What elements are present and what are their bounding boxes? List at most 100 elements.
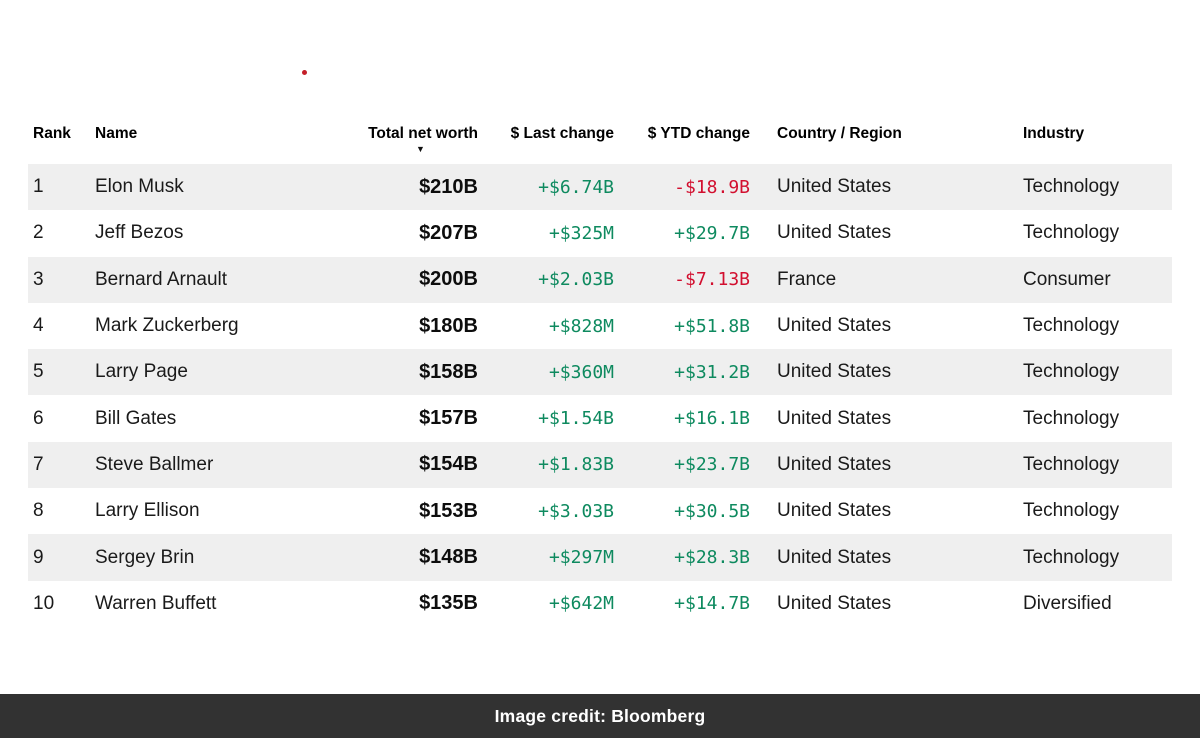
cell-net_worth: $148B <box>419 546 478 569</box>
column-header-country[interactable]: Country / Region <box>750 122 1023 164</box>
cell-net_worth: $207B <box>419 221 478 244</box>
cell-ytd_change: +$28.3B <box>674 547 750 569</box>
cell-industry: Technology <box>1023 315 1120 337</box>
column-header-last_change[interactable]: $ Last change <box>478 122 614 164</box>
cell-net_worth: $154B <box>419 453 478 476</box>
cell-ytd_change: +$31.2B <box>674 361 750 383</box>
cell-country: France <box>777 268 837 290</box>
table-row[interactable]: 4 Mark Zuckerberg $180B +$828M +$51.8B United… <box>28 302 1172 350</box>
table-row[interactable]: 8 Larry Ellison $153B +$3.03B +$30.5B United … <box>28 488 1172 535</box>
cell-rank: 7 <box>33 453 44 475</box>
cell-name: Larry Ellison <box>95 500 200 522</box>
cell-country: United States <box>777 500 892 522</box>
cell-ytd_change: +$29.7B <box>674 222 750 244</box>
column-header-rank[interactable]: Rank <box>28 122 95 164</box>
table-row[interactable]: 7 Steve Ballmer $154B +$1.83B +$23.7B United … <box>28 441 1172 489</box>
cell-ytd_change: +$23.7B <box>674 454 750 476</box>
column-header-name[interactable]: Name <box>95 122 363 164</box>
cell-rank: 8 <box>33 500 44 522</box>
cell-rank: 2 <box>33 222 44 244</box>
cell-name: Elon Musk <box>95 176 184 198</box>
cell-rank: 1 <box>33 176 44 198</box>
column-header-net_worth[interactable]: Total net worth ▼ <box>363 122 478 164</box>
table-row[interactable]: 2 Jeff Bezos $207B +$325M +$29.7B United Stat… <box>28 210 1172 257</box>
billionaires-table: Rank Name Total net worth ▼ $ Last change $ Y… <box>28 122 1172 627</box>
cell-name: Steve Ballmer <box>95 453 214 475</box>
column-header-label: $ Last change <box>510 125 614 142</box>
column-header-label: Country / Region <box>777 125 902 142</box>
cell-name: Bill Gates <box>95 407 177 429</box>
cell-rank: 9 <box>33 546 44 568</box>
cell-net_worth: $157B <box>419 407 478 430</box>
cell-ytd_change: +$14.7B <box>674 593 750 615</box>
cell-industry: Technology <box>1023 407 1120 429</box>
cell-last_change: +$1.83B <box>538 454 614 476</box>
cell-name: Jeff Bezos <box>95 222 184 244</box>
cell-rank: 5 <box>33 361 44 383</box>
table-header-row: Rank Name Total net worth ▼ $ Last change $ Y… <box>28 122 1172 164</box>
cell-country: United States <box>777 176 892 198</box>
cell-name: Sergey Brin <box>95 546 195 568</box>
cell-name: Bernard Arnault <box>95 268 228 290</box>
cell-net_worth: $158B <box>419 360 478 383</box>
cell-industry: Technology <box>1023 500 1120 522</box>
cell-country: United States <box>777 361 892 383</box>
cell-rank: 10 <box>33 592 55 614</box>
table-row[interactable]: 10 Warren Buffett $135B +$642M +$14.7B United… <box>28 580 1172 627</box>
cell-last_change: +$2.03B <box>538 269 614 291</box>
cell-industry: Technology <box>1023 453 1120 475</box>
cell-industry: Technology <box>1023 546 1120 568</box>
red-dot <box>302 70 307 75</box>
sort-descending-icon: ▼ <box>416 144 425 154</box>
cell-rank: 4 <box>33 315 44 337</box>
cell-industry: Technology <box>1023 176 1120 198</box>
cell-country: United States <box>777 222 892 244</box>
cell-country: United States <box>777 453 892 475</box>
cell-industry: Consumer <box>1023 268 1111 290</box>
cell-last_change: +$297M <box>548 547 614 569</box>
cell-last_change: +$1.54B <box>538 408 614 430</box>
cell-net_worth: $200B <box>419 268 478 291</box>
cell-net_worth: $180B <box>419 314 478 337</box>
cell-last_change: +$642M <box>548 593 614 615</box>
column-header-label: $ YTD change <box>647 125 750 142</box>
table-row[interactable]: 1 Elon Musk $210B +$6.74B -$18.9B United Stat… <box>28 164 1172 211</box>
cell-rank: 6 <box>33 407 44 429</box>
column-header-label: Name <box>95 125 138 142</box>
column-header-ytd_change[interactable]: $ YTD change <box>614 122 750 164</box>
cell-last_change: +$325M <box>548 222 614 244</box>
cell-country: United States <box>777 592 892 614</box>
cell-name: Larry Page <box>95 361 188 383</box>
table-row[interactable]: 6 Bill Gates $157B +$1.54B +$16.1B United Sta… <box>28 395 1172 442</box>
table-body: 1 Elon Musk $210B +$6.74B -$18.9B United Stat… <box>28 164 1172 627</box>
table-row[interactable]: 5 Larry Page $158B +$360M +$31.2B United Stat… <box>28 349 1172 396</box>
column-header-label: Rank <box>33 125 71 142</box>
cell-last_change: +$828M <box>548 315 614 337</box>
table-row[interactable]: 3 Bernard Arnault $200B +$2.03B -$7.13B Franc… <box>28 256 1172 303</box>
cell-industry: Technology <box>1023 361 1120 383</box>
cell-country: United States <box>777 315 892 337</box>
cell-net_worth: $153B <box>419 499 478 522</box>
cell-industry: Technology <box>1023 222 1120 244</box>
cell-ytd_change: -$18.9B <box>674 176 750 198</box>
cell-last_change: +$3.03B <box>538 500 614 522</box>
cell-net_worth: $135B <box>419 592 478 615</box>
table-row[interactable]: 9 Sergey Brin $148B +$297M +$28.3B United Sta… <box>28 534 1172 581</box>
image-credit-text: Image credit: Bloomberg <box>494 705 706 726</box>
cell-ytd_change: +$30.5B <box>674 500 750 522</box>
cell-net_worth: $210B <box>419 175 478 198</box>
column-header-label: Total net worth <box>368 125 478 142</box>
column-header-label: Industry <box>1023 125 1085 142</box>
cell-country: United States <box>777 407 892 429</box>
cell-last_change: +$6.74B <box>538 176 614 198</box>
column-header-industry[interactable]: Industry <box>1023 122 1172 164</box>
image-credit-bar: Image credit: Bloomberg <box>0 694 1200 738</box>
cell-industry: Diversified <box>1023 592 1112 614</box>
cell-ytd_change: -$7.13B <box>674 269 750 291</box>
cell-last_change: +$360M <box>548 361 614 383</box>
cell-ytd_change: +$51.8B <box>674 315 750 337</box>
cell-name: Warren Buffett <box>95 592 217 614</box>
cell-rank: 3 <box>33 268 44 290</box>
cell-name: Mark Zuckerberg <box>95 315 239 337</box>
